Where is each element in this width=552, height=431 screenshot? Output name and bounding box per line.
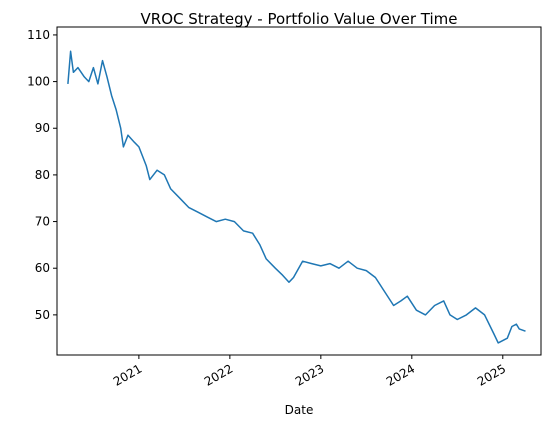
y-tick-label: 60 [35,261,50,275]
line-series [67,50,526,344]
y-tick-label: 70 [35,215,50,229]
plot-frame [56,26,542,356]
x-tick-label: 2025 [475,361,508,388]
chart-title: VROC Strategy - Portfolio Value Over Tim… [141,10,458,28]
y-tick-label: 50 [35,308,50,322]
y-tick-label: 80 [35,168,50,182]
y-tick-label: 100 [27,75,50,89]
x-tick-label: 2024 [384,361,417,388]
x-tick-label: 2022 [202,361,235,388]
x-axis-label: Date [285,403,314,417]
y-tick-label: 90 [35,121,50,135]
x-tick-label: 2021 [111,361,144,388]
y-tick-label: 110 [27,28,50,42]
x-tick-label: 2023 [293,361,326,388]
